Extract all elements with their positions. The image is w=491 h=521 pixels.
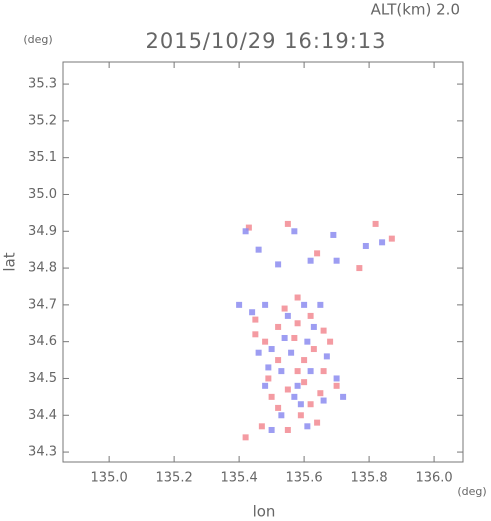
point <box>275 404 282 411</box>
point <box>307 401 314 408</box>
point <box>307 312 314 319</box>
y-tick-label: 34.9 <box>28 224 57 239</box>
point <box>284 386 291 393</box>
y-unit: (deg) <box>23 33 52 46</box>
plot-frame <box>62 61 464 463</box>
point <box>333 382 340 389</box>
point <box>284 220 291 227</box>
point <box>268 426 275 433</box>
point <box>294 368 301 375</box>
point <box>317 301 324 308</box>
point <box>262 382 269 389</box>
point <box>340 393 347 400</box>
y-tick-label: 34.4 <box>28 408 57 423</box>
x-tick-label: 135.8 <box>350 471 387 486</box>
y-tick-label: 35.3 <box>28 77 57 92</box>
point <box>314 250 321 257</box>
point <box>255 349 262 356</box>
point <box>275 261 282 268</box>
point <box>265 364 272 371</box>
point <box>304 338 311 345</box>
point <box>320 397 327 404</box>
point <box>301 301 308 308</box>
x-tick-label: 135.2 <box>156 471 193 486</box>
point <box>372 220 379 227</box>
point <box>356 265 363 272</box>
point <box>333 375 340 382</box>
y-tick-label: 34.3 <box>28 445 57 460</box>
point <box>307 257 314 264</box>
point <box>275 357 282 364</box>
point <box>262 338 269 345</box>
y-tick-label: 34.6 <box>28 334 57 349</box>
point <box>294 320 301 327</box>
point <box>252 316 259 323</box>
subtitle: ALT(km) 2.0 <box>371 1 460 19</box>
point <box>245 224 252 231</box>
point <box>265 375 272 382</box>
x-tick-label: 135.6 <box>285 471 322 486</box>
point <box>258 423 265 430</box>
point <box>278 412 285 419</box>
point <box>379 239 386 246</box>
point <box>252 331 259 338</box>
point <box>249 309 256 316</box>
point <box>236 301 243 308</box>
point <box>307 368 314 375</box>
point <box>281 334 288 341</box>
chart-title: 2015/10/29 16:19:13 <box>145 29 386 53</box>
point <box>333 257 340 264</box>
point <box>268 346 275 353</box>
point <box>291 334 298 341</box>
y-tick-label: 34.7 <box>28 297 57 312</box>
point <box>362 242 369 249</box>
point <box>304 423 311 430</box>
point <box>242 228 249 235</box>
point <box>278 368 285 375</box>
y-axis-label: lat <box>1 252 19 271</box>
point <box>255 246 262 253</box>
point <box>320 368 327 375</box>
point <box>310 346 317 353</box>
point <box>262 301 269 308</box>
point <box>297 412 304 419</box>
x-tick-label: 136.0 <box>415 471 452 486</box>
x-axis-label: lon <box>253 503 276 521</box>
point <box>242 434 249 441</box>
point <box>275 323 282 330</box>
point <box>288 349 295 356</box>
point <box>388 235 395 242</box>
point <box>294 382 301 389</box>
x-unit: (deg) <box>457 485 486 498</box>
point <box>291 393 298 400</box>
point <box>297 401 304 408</box>
point <box>284 312 291 319</box>
point <box>281 305 288 312</box>
point <box>268 393 275 400</box>
y-tick-label: 35.0 <box>28 187 57 202</box>
y-tick-label: 34.8 <box>28 261 57 276</box>
point <box>320 327 327 334</box>
point <box>294 294 301 301</box>
point <box>310 323 317 330</box>
point <box>301 379 308 386</box>
y-tick-label: 35.2 <box>28 113 57 128</box>
y-tick-label: 34.5 <box>28 371 57 386</box>
point <box>284 426 291 433</box>
x-tick-label: 135.0 <box>91 471 128 486</box>
point <box>327 338 334 345</box>
point <box>323 353 330 360</box>
x-tick-label: 135.4 <box>221 471 258 486</box>
point <box>301 357 308 364</box>
y-tick-label: 35.1 <box>28 150 57 165</box>
point <box>314 419 321 426</box>
point <box>330 231 337 238</box>
point <box>291 228 298 235</box>
point <box>317 390 324 397</box>
